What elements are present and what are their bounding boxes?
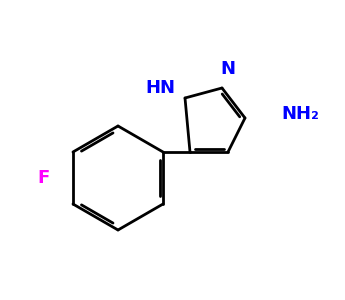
Text: F: F [38, 169, 50, 187]
Text: HN: HN [145, 79, 175, 97]
Text: N: N [220, 60, 236, 78]
Text: NH₂: NH₂ [281, 105, 319, 123]
